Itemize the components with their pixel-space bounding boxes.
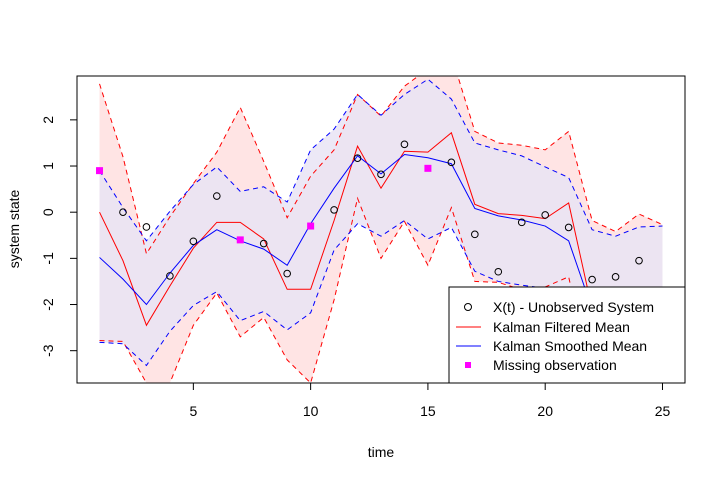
legend-missing-label: Missing observation — [493, 357, 617, 373]
chart-points — [96, 140, 643, 284]
observed-point — [471, 230, 479, 239]
observed-point — [635, 256, 643, 265]
smoothed-confidence-band — [99, 79, 663, 383]
y-axis: -3 -2 -1 0 1 2 — [40, 116, 78, 357]
missing-observation-point — [307, 222, 315, 230]
legend-filtered-label: Kalman Filtered Mean — [493, 319, 630, 335]
observed-point — [166, 272, 174, 280]
y-tick-label: -3 — [40, 344, 56, 357]
x-tick-label: 15 — [420, 403, 436, 419]
missing-observation-point — [424, 164, 432, 172]
legend-smoothed-label: Kalman Smoothed Mean — [493, 338, 647, 354]
observed-point — [213, 192, 221, 200]
x-axis-label: time — [368, 444, 395, 460]
y-tick-label: 0 — [40, 208, 56, 216]
observed-point — [541, 211, 549, 219]
observed-point — [353, 154, 362, 162]
x-tick-label: 10 — [303, 403, 319, 419]
smoothed-mean-line — [99, 153, 593, 310]
legend-observed-marker — [464, 303, 472, 311]
observed-point — [494, 267, 503, 276]
observed-point — [259, 239, 268, 248]
legend-box — [448, 286, 686, 384]
y-tick-label: -2 — [40, 298, 56, 311]
filtered-lower-bound — [99, 196, 663, 383]
x-tick-label: 20 — [537, 403, 553, 419]
filtered-mean-line — [99, 131, 593, 327]
observed-point — [588, 275, 596, 284]
confidence-bands — [99, 76, 663, 383]
observed-point — [611, 273, 620, 281]
smoothed-upper-bound — [99, 78, 663, 242]
y-axis-label: system state — [6, 190, 22, 269]
x-tick-label: 5 — [189, 403, 197, 419]
observed-point — [189, 237, 198, 246]
observed-point — [283, 269, 291, 278]
observed-point — [119, 208, 127, 216]
y-tick-label: 2 — [40, 116, 56, 124]
legend-observed-label: X(t) - Unobserved System — [493, 299, 654, 315]
y-tick-label: -1 — [40, 252, 56, 265]
legend: X(t) - Unobserved System Kalman Filtered… — [448, 286, 686, 384]
observed-point — [564, 223, 573, 232]
observed-point — [517, 218, 526, 227]
missing-observation-point — [96, 167, 104, 175]
observed-point — [447, 158, 456, 167]
observed-point — [400, 140, 409, 149]
observed-point — [330, 206, 338, 214]
y-tick-label: 1 — [40, 162, 56, 170]
legend-missing-marker — [465, 362, 471, 368]
x-tick-label: 25 — [655, 403, 671, 419]
observed-point — [377, 170, 385, 179]
missing-observation-point — [236, 236, 244, 244]
observed-point — [142, 223, 151, 231]
